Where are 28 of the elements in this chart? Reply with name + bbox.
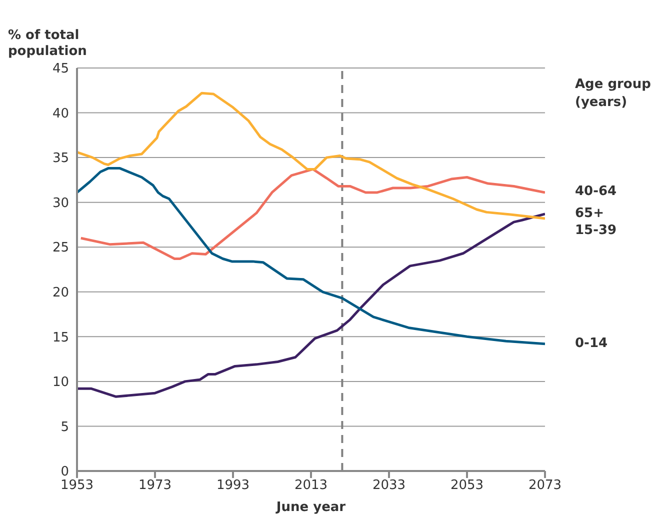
text: 65+ [575, 206, 604, 222]
x-tick-label: 1953 [60, 478, 94, 494]
x-tick-label: 2053 [450, 478, 484, 494]
x-tick-label: 2073 [528, 478, 562, 494]
y-axis-title: % of total population [8, 28, 88, 60]
y-tick-label: 5 [60, 420, 69, 435]
y-tick-label: 10 [52, 375, 69, 390]
text: 15-39 [575, 222, 617, 239]
legend-title: Age group (years) [575, 76, 652, 112]
line-series [77, 167, 545, 346]
x-tick-label: 2013 [294, 478, 328, 494]
y-tick-label: 40 [52, 106, 69, 122]
line-series [77, 92, 545, 220]
y-tick-label: 45 [52, 62, 69, 77]
line-series [80, 168, 545, 260]
y-tick-label: 0 [60, 464, 69, 480]
x-tick-label: 1973 [138, 478, 172, 494]
text: 40-64 [575, 184, 617, 200]
text: 0-14 [575, 336, 608, 352]
y-tick-label: 35 [52, 151, 69, 166]
y-tick-label: 20 [52, 286, 69, 301]
y-tick-label: 15 [52, 330, 69, 346]
y-tick-label: 30 [52, 196, 69, 211]
x-tick-label: 2033 [372, 478, 406, 494]
x-axis-title: June year [274, 500, 347, 515]
line-series [77, 212, 545, 398]
x-tick-label: 1993 [216, 478, 250, 494]
y-tick-label: 25 [52, 240, 69, 256]
